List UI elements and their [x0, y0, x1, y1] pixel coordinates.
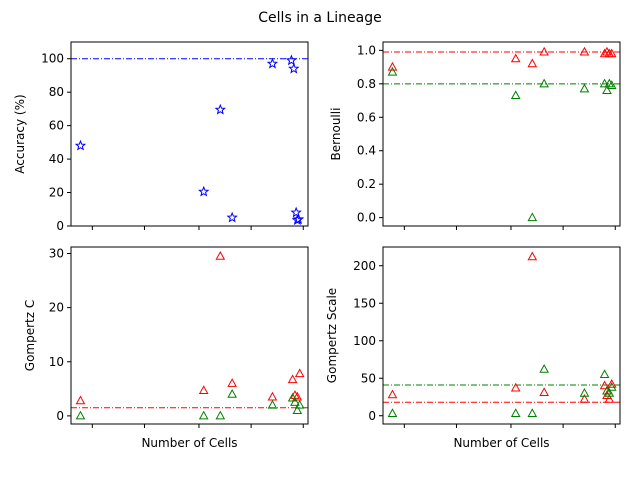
data-point [387, 408, 398, 418]
y-tick-label: 0 [56, 219, 64, 233]
y-tick-label: 40 [49, 152, 64, 166]
y-tick-label: 0.0 [357, 211, 376, 225]
axes-frame [382, 246, 621, 425]
y-tick-label: 200 [353, 259, 376, 273]
y-tick-label: 150 [353, 296, 376, 310]
data-point [74, 139, 87, 151]
y-axis-label: Accuracy (%) [13, 94, 27, 173]
data-point [606, 379, 617, 388]
data-point [599, 369, 610, 379]
y-tick-label: 100 [353, 334, 376, 348]
data-point [294, 368, 305, 378]
data-point [198, 185, 210, 197]
y-tick-label: 20 [49, 186, 64, 200]
data-point [387, 61, 398, 71]
data-point [227, 388, 237, 398]
y-tick-label: 0.2 [357, 177, 376, 191]
data-point [75, 395, 86, 405]
data-point [579, 388, 590, 397]
data-point [215, 410, 226, 420]
y-axis-label: Gompertz Scale [325, 288, 339, 383]
y-tick-label: 0 [368, 409, 376, 423]
data-point [215, 250, 226, 260]
subplot-2: 0.0 0.2 0.4 0.6 0.8 1.0 Bernoulli [329, 41, 621, 230]
data-point [604, 388, 615, 397]
data-point [292, 405, 303, 414]
data-point [287, 392, 298, 402]
axes-frame [382, 41, 621, 227]
y-tick-label: 0 [56, 409, 64, 423]
axes-frame [70, 41, 309, 227]
data-point [387, 66, 398, 76]
x-axis-label: Number of Cells [453, 436, 549, 450]
y-tick-label: 80 [49, 85, 64, 99]
data-point [606, 80, 617, 90]
figure-title: Cells in a Lineage [258, 10, 381, 26]
y-tick-label: 1.0 [357, 43, 376, 57]
data-point [599, 78, 610, 88]
y-tick-label: 20 [49, 301, 64, 315]
data-point [599, 380, 610, 390]
data-point [602, 46, 612, 56]
y-tick-label: 50 [361, 371, 376, 385]
data-point [288, 62, 300, 74]
y-axis-label: Bernoulli [329, 108, 343, 161]
data-point [198, 385, 209, 394]
data-point [579, 46, 590, 56]
data-point [198, 410, 209, 420]
data-point [527, 251, 538, 261]
data-point [387, 389, 398, 399]
data-point [579, 394, 590, 403]
data-point [290, 397, 300, 406]
y-tick-label: 0.6 [357, 110, 376, 124]
data-point [606, 48, 617, 58]
subplot-4: 0 50 100 150 200 Gompertz Scale Number of Cell… [325, 246, 621, 450]
data-point [292, 213, 305, 225]
data-point [75, 410, 86, 420]
data-point [287, 374, 298, 384]
data-point [510, 408, 521, 418]
y-tick-label: 60 [49, 119, 64, 133]
x-axis-label: Number of Cells [141, 436, 237, 450]
data-point [604, 394, 615, 403]
axes-frame [70, 246, 309, 425]
y-tick-label: 0.4 [357, 144, 376, 158]
data-point [292, 391, 303, 401]
data-point [285, 54, 298, 66]
data-point [579, 83, 590, 93]
data-point [599, 48, 610, 58]
data-point [539, 364, 549, 373]
data-point [290, 206, 302, 218]
data-point [527, 212, 538, 222]
data-point [527, 408, 538, 418]
data-point [602, 85, 612, 95]
data-point [294, 399, 305, 409]
y-tick-label: 30 [49, 246, 64, 260]
data-point [226, 211, 238, 223]
subplot-3: 0 10 20 30 Gompertz C Number of Cells [23, 246, 309, 450]
data-point [510, 90, 521, 100]
data-point [606, 382, 617, 391]
subplot-1: 0 20 40 60 80 100 Accuracy (%) [13, 41, 309, 233]
y-axis-label: Gompertz C [23, 300, 37, 371]
data-point [267, 391, 278, 401]
data-point [539, 387, 549, 397]
y-tick-label: 10 [49, 355, 64, 369]
data-point [266, 57, 279, 69]
data-point [539, 46, 549, 56]
data-point [510, 53, 521, 63]
data-point [227, 378, 237, 387]
data-point [214, 103, 226, 115]
data-point [267, 399, 278, 409]
data-point [510, 382, 521, 392]
y-tick-label: 100 [41, 52, 64, 66]
y-tick-label: 0.8 [357, 77, 376, 91]
data-point [604, 78, 615, 88]
data-point [539, 78, 549, 88]
data-point [527, 58, 538, 68]
